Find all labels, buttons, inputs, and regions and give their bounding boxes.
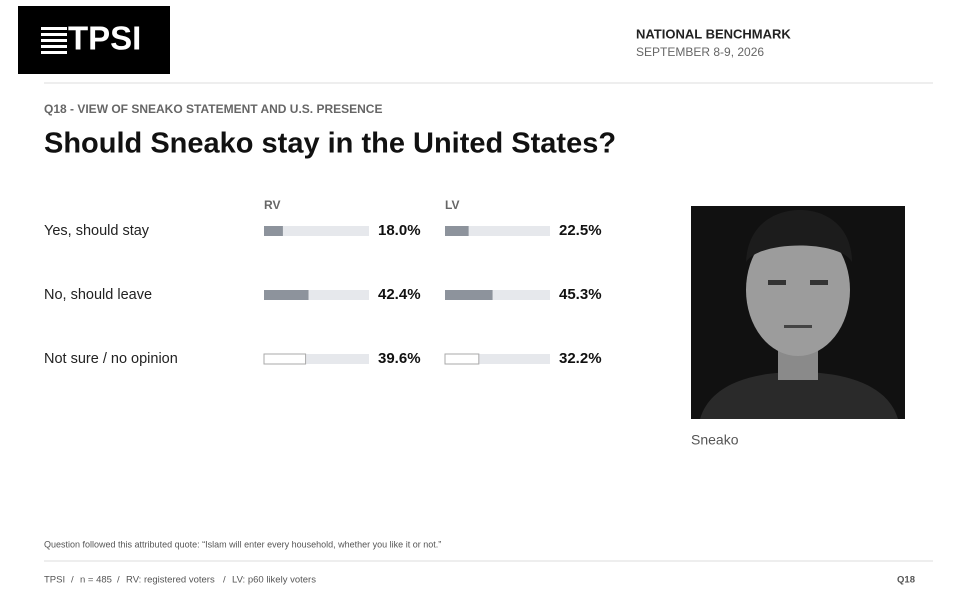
value-label: 45.3% <box>559 286 602 303</box>
footer-page: Q18 <box>897 575 915 586</box>
footer: TPSI / n = 485 / RV: registered voters /… <box>44 575 915 586</box>
logo-icon <box>41 27 67 54</box>
category-label: Not sure / no opinion <box>44 351 178 367</box>
series-header: LV <box>445 198 459 212</box>
value-label: 39.6% <box>378 350 421 367</box>
value-label: 18.0% <box>378 222 421 239</box>
value-label: 42.4% <box>378 286 421 303</box>
bar <box>444 353 480 365</box>
category-label: No, should leave <box>44 287 152 303</box>
bar <box>263 353 307 365</box>
value-label: 22.5% <box>559 222 602 239</box>
bar-track <box>264 226 369 236</box>
chart-title: Should Sneako stay in the United States? <box>44 128 616 160</box>
footer-sep: / <box>117 575 120 586</box>
footer-lv: LV: p60 likely voters <box>232 575 316 586</box>
footer-n: n = 485 <box>80 575 112 586</box>
kicker: Q18 - VIEW OF SNEAKO STATEMENT AND U.S. … <box>44 102 382 116</box>
logo-text: TPSI <box>68 20 141 57</box>
header-title: NATIONAL BENCHMARK <box>636 26 791 41</box>
series-header: RV <box>264 198 280 212</box>
bar-track <box>264 290 369 300</box>
bar-track <box>445 290 550 300</box>
footer-rv: RV: registered voters <box>126 575 215 586</box>
footer-source: TPSI <box>44 575 65 586</box>
footnote: Question followed this attributed quote:… <box>44 539 441 549</box>
bar <box>264 290 309 300</box>
footer-sep: / <box>71 575 74 586</box>
bar-track <box>264 354 369 364</box>
header-date: SEPTEMBER 8-9, 2026 <box>636 45 764 59</box>
value-label: 32.2% <box>559 350 602 367</box>
bar <box>445 290 493 300</box>
photo-figure <box>700 210 898 419</box>
bar-track <box>445 226 550 236</box>
bar <box>264 226 283 236</box>
bar-track <box>445 354 550 364</box>
category-label: Yes, should stay <box>44 223 150 239</box>
photo-caption: Sneako <box>691 432 739 448</box>
bar <box>445 226 469 236</box>
footer-sep: / <box>223 575 226 586</box>
